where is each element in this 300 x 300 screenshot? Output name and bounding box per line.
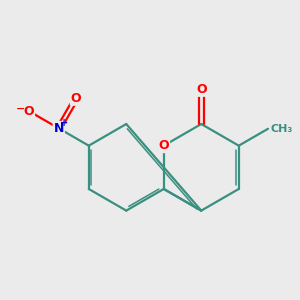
Text: +: +: [60, 118, 68, 128]
Text: O: O: [158, 139, 169, 152]
Text: N: N: [54, 122, 64, 135]
Text: −: −: [15, 104, 25, 114]
Text: O: O: [71, 92, 81, 105]
Text: O: O: [23, 104, 34, 118]
Text: O: O: [196, 83, 207, 96]
Text: CH₃: CH₃: [270, 124, 292, 134]
